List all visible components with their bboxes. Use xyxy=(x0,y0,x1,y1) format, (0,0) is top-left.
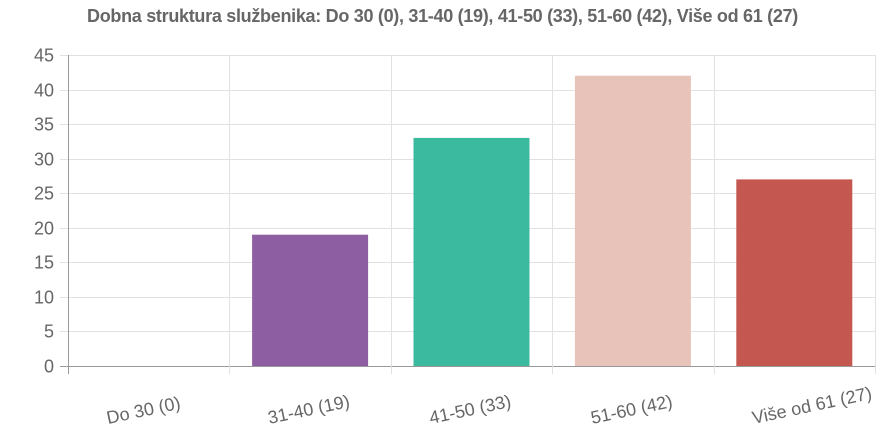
y-tick-label: 30 xyxy=(34,150,54,170)
y-tick-label: 20 xyxy=(34,219,54,239)
x-tick-label: 31-40 (19) xyxy=(266,391,351,428)
x-tick-label: Do 30 (0) xyxy=(105,393,183,428)
bar xyxy=(574,75,691,366)
x-tick-label: Više od 61 (27) xyxy=(750,383,873,428)
bar xyxy=(252,234,369,366)
bar xyxy=(736,179,853,366)
bar xyxy=(413,137,530,366)
x-tick-label: 41-50 (33) xyxy=(427,391,512,428)
y-tick-label: 0 xyxy=(44,357,54,377)
chart-title: Dobna struktura službenika: Do 30 (0), 3… xyxy=(87,6,798,26)
y-tick-label: 5 xyxy=(44,322,54,342)
y-tick-label: 10 xyxy=(34,288,54,308)
y-tick-label: 25 xyxy=(34,184,54,204)
y-tick-label: 15 xyxy=(34,253,54,273)
y-tick-label: 35 xyxy=(34,115,54,135)
y-tick-label: 40 xyxy=(34,81,54,101)
y-tick-label: 45 xyxy=(34,46,54,66)
x-tick-label: 51-60 (42) xyxy=(589,391,674,428)
